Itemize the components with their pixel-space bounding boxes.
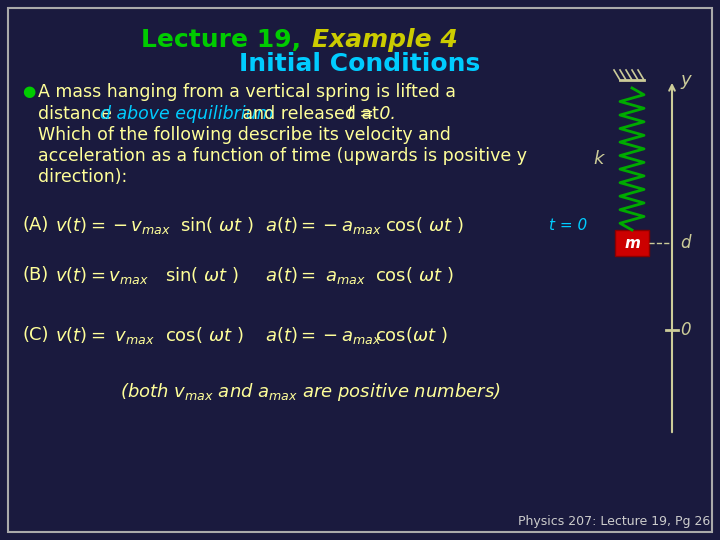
Text: $\mathrm{cos}(\ \omega t\ )$: $\mathrm{cos}(\ \omega t\ )$ (385, 215, 464, 235)
Text: direction):: direction): (38, 168, 127, 186)
Text: d above equilibrium: d above equilibrium (100, 105, 274, 123)
Text: distance: distance (38, 105, 117, 123)
Text: (B): (B) (22, 266, 48, 284)
Text: 0: 0 (680, 321, 690, 339)
FancyBboxPatch shape (8, 8, 712, 532)
Text: acceleration as a function of time (upwards is positive y: acceleration as a function of time (upwa… (38, 147, 527, 165)
Text: $v(t) = - v_{max}$: $v(t) = - v_{max}$ (55, 214, 171, 235)
Text: and released at: and released at (237, 105, 384, 123)
Text: t = 0: t = 0 (549, 218, 587, 233)
Text: Example 4: Example 4 (312, 28, 458, 52)
Text: Physics 207: Lecture 19, Pg 26: Physics 207: Lecture 19, Pg 26 (518, 516, 710, 529)
Text: m: m (624, 235, 640, 251)
Text: $a(t) = -a_{max}$: $a(t) = -a_{max}$ (265, 325, 382, 346)
Text: $v(t) =\ v_{max}$: $v(t) =\ v_{max}$ (55, 325, 155, 346)
Text: $\mathrm{cos}(\ \omega t\ )$: $\mathrm{cos}(\ \omega t\ )$ (375, 265, 454, 285)
Text: y: y (680, 71, 690, 89)
Text: Lecture 19,: Lecture 19, (141, 28, 310, 52)
Text: Initial Conditions: Initial Conditions (239, 52, 481, 76)
Text: $\mathrm{sin}(\ \omega t\ )$: $\mathrm{sin}(\ \omega t\ )$ (180, 215, 254, 235)
Text: Which of the following describe its velocity and: Which of the following describe its velo… (38, 126, 451, 144)
Text: d: d (680, 234, 690, 252)
Text: (C): (C) (22, 326, 48, 344)
Text: $a(t) = -a_{max}$: $a(t) = -a_{max}$ (265, 214, 382, 235)
Text: t = 0.: t = 0. (347, 105, 396, 123)
Bar (615, 230, 649, 256)
Text: A mass hanging from a vertical spring is lifted a: A mass hanging from a vertical spring is… (38, 83, 456, 101)
Text: ●: ● (22, 84, 35, 99)
Text: (A): (A) (22, 216, 48, 234)
Text: $\mathrm{sin}(\ \omega t\ )$: $\mathrm{sin}(\ \omega t\ )$ (165, 265, 239, 285)
Text: (both $v_{max}$ and $a_{max}$ are positive numbers): (both $v_{max}$ and $a_{max}$ are positi… (120, 381, 500, 403)
Text: $\mathrm{cos}(\ \omega t\ )$: $\mathrm{cos}(\ \omega t\ )$ (165, 325, 243, 345)
Text: $v(t) = v_{max}$: $v(t) = v_{max}$ (55, 265, 149, 286)
Text: $\mathrm{cos}(\omega t\ )$: $\mathrm{cos}(\omega t\ )$ (375, 325, 448, 345)
Text: $a(t) =\ a_{max}$: $a(t) =\ a_{max}$ (265, 265, 366, 286)
Text: k: k (593, 150, 604, 168)
